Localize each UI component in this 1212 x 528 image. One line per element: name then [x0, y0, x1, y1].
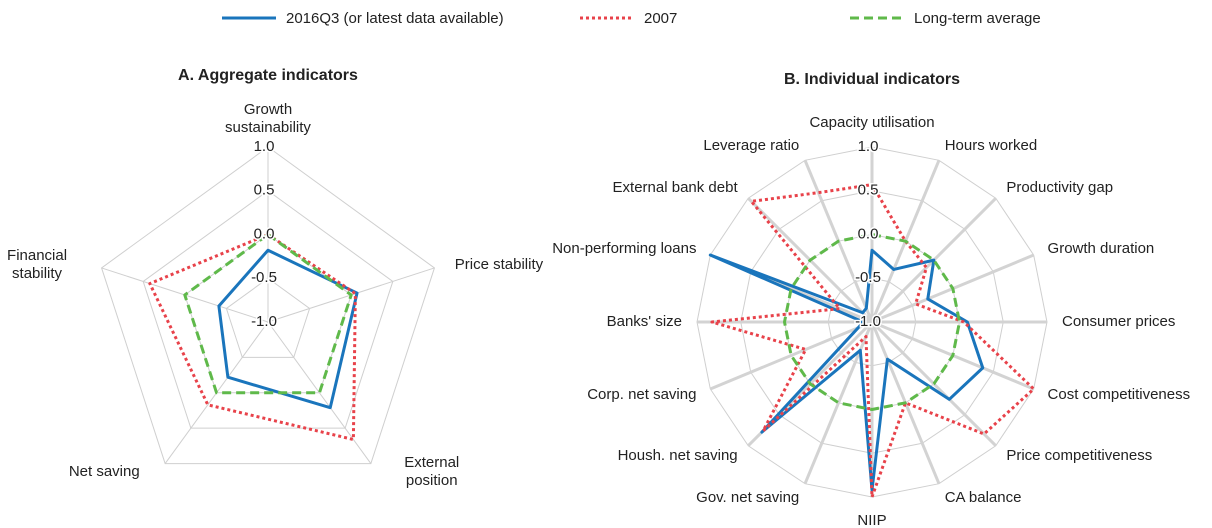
r-tick-label: 0.5 [254, 182, 275, 199]
series-line [148, 233, 357, 442]
axis-label: Price competitiveness [1006, 447, 1153, 465]
r-tick-label: -1.0 [855, 313, 881, 330]
axis-label: Price stability [454, 255, 544, 273]
axis-label: Net saving [68, 462, 140, 480]
r-tick-label: -0.5 [251, 269, 277, 286]
axis-label: Housh. net saving [617, 447, 738, 465]
axis-label: Non-performing loans [552, 240, 697, 258]
legend-label: 2007 [644, 10, 677, 27]
chart-title: A. Aggregate indicators [178, 67, 358, 84]
axis-label: Hours worked [944, 137, 1038, 155]
axis-spoke [709, 320, 873, 391]
series-line [183, 233, 353, 395]
r-tick-label: 0.5 [858, 182, 879, 199]
chart-title: B. Individual indicators [784, 71, 960, 88]
r-tick-label: 0.0 [858, 225, 879, 242]
r-tick-label: 1.0 [254, 138, 275, 155]
axis-label: External bank debt [612, 178, 738, 196]
axis-label: Consumer prices [1062, 313, 1176, 330]
grid-ring [142, 190, 394, 429]
axis-label: Productivity gap [1006, 178, 1114, 196]
axis-label: Cost competitiveness [1047, 385, 1191, 403]
legend-label: Long-term average [914, 10, 1041, 27]
r-tick-label: 0.0 [254, 225, 275, 242]
grid-ring [100, 146, 436, 465]
axis-label: Corp. net saving [587, 385, 697, 403]
legend-label: 2016Q3 (or latest data available) [286, 10, 504, 27]
axis-label: Leverage ratio [703, 137, 800, 155]
r-tick-label: 1.0 [858, 138, 879, 155]
series-line [708, 248, 985, 492]
series-line [710, 183, 1036, 499]
axis-label: Growth sustainability [225, 101, 311, 136]
axis-label: Banks' size [606, 313, 682, 330]
series-line [783, 233, 961, 411]
axis-label: Capacity utilisation [809, 114, 935, 131]
axis-spoke [267, 321, 372, 464]
grid-ring [225, 277, 311, 358]
axis-label: External position [404, 453, 460, 489]
r-tick-label: -0.5 [855, 269, 881, 286]
axis-label: Financial stability [7, 246, 68, 282]
axis-label: NIIP [857, 512, 887, 528]
axis-label: CA balance [944, 488, 1022, 506]
r-tick-label: -1.0 [251, 313, 277, 330]
axis-label: Gov. net saving [696, 488, 800, 506]
series-line [217, 248, 359, 410]
axis-label: Growth duration [1047, 240, 1155, 258]
